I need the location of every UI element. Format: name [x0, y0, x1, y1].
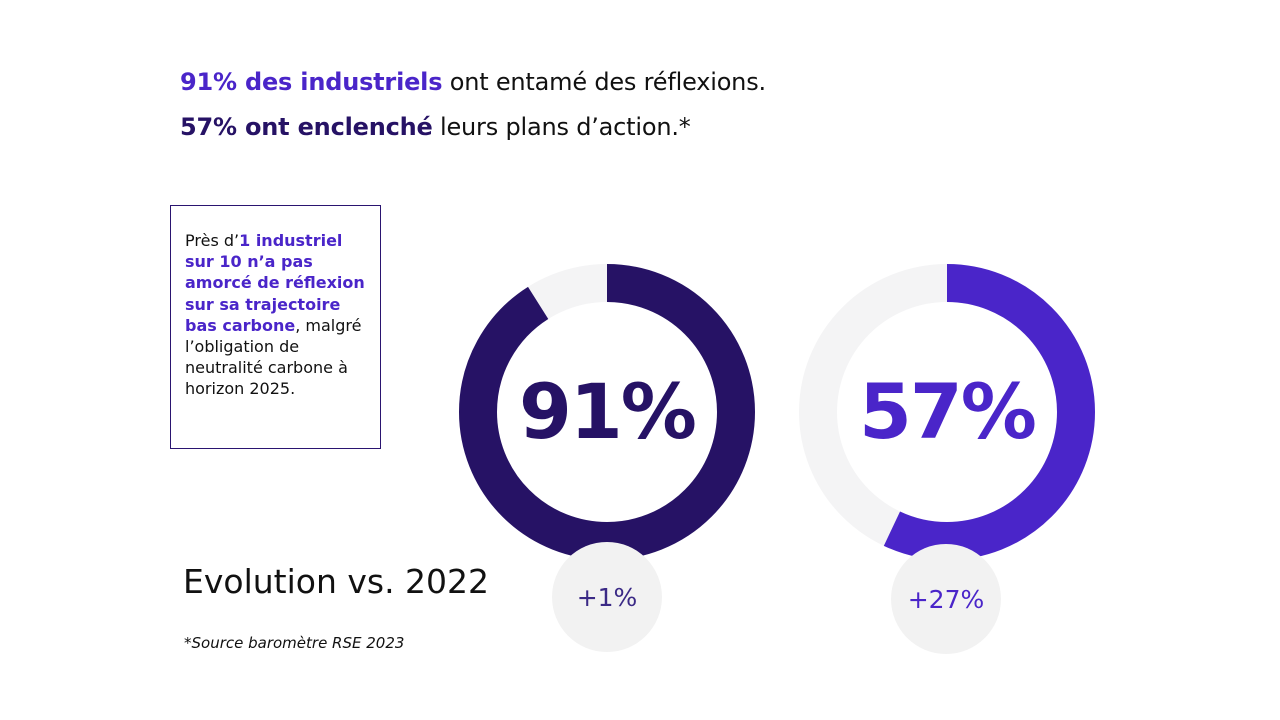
callout-prefix: Près d’ — [185, 231, 240, 250]
donut-57-evolution-bubble — [891, 544, 1001, 654]
evolution-label: Evolution vs. 2022 — [183, 562, 490, 601]
donut-57-arc — [799, 264, 1095, 560]
headline-1-rest: ont entamé des réflexions. — [442, 68, 766, 96]
donut-91-value-label: 91% — [519, 367, 695, 456]
callout-suffix: , malgré l’obligation de neutralité carb… — [185, 315, 362, 399]
callout-strong: 1 industriel sur 10 n’a pas amorcé de ré… — [185, 231, 365, 335]
headline-line-2: 57% ont enclenché leurs plans d’action.* — [180, 113, 691, 141]
donut-57-value-label: 57% — [859, 367, 1035, 456]
donut-91-evolution-label: +1% — [577, 583, 638, 612]
donut-57-evolution-label: +27% — [908, 585, 985, 614]
source-note: *Source baromètre RSE 2023 — [184, 634, 405, 652]
donut-91-evolution-bubble — [552, 542, 662, 652]
callout-box: Près d’1 industriel sur 10 n’a pas amorc… — [170, 205, 381, 449]
donut-91-arc — [459, 264, 755, 560]
headline-2-accent: 57% ont enclenché — [180, 113, 433, 141]
headline-line-1: 91% des industriels ont entamé des réfle… — [180, 68, 766, 96]
headline-2-rest: leurs plans d’action.* — [432, 113, 691, 141]
headline-1-accent: 91% des industriels — [180, 68, 443, 96]
